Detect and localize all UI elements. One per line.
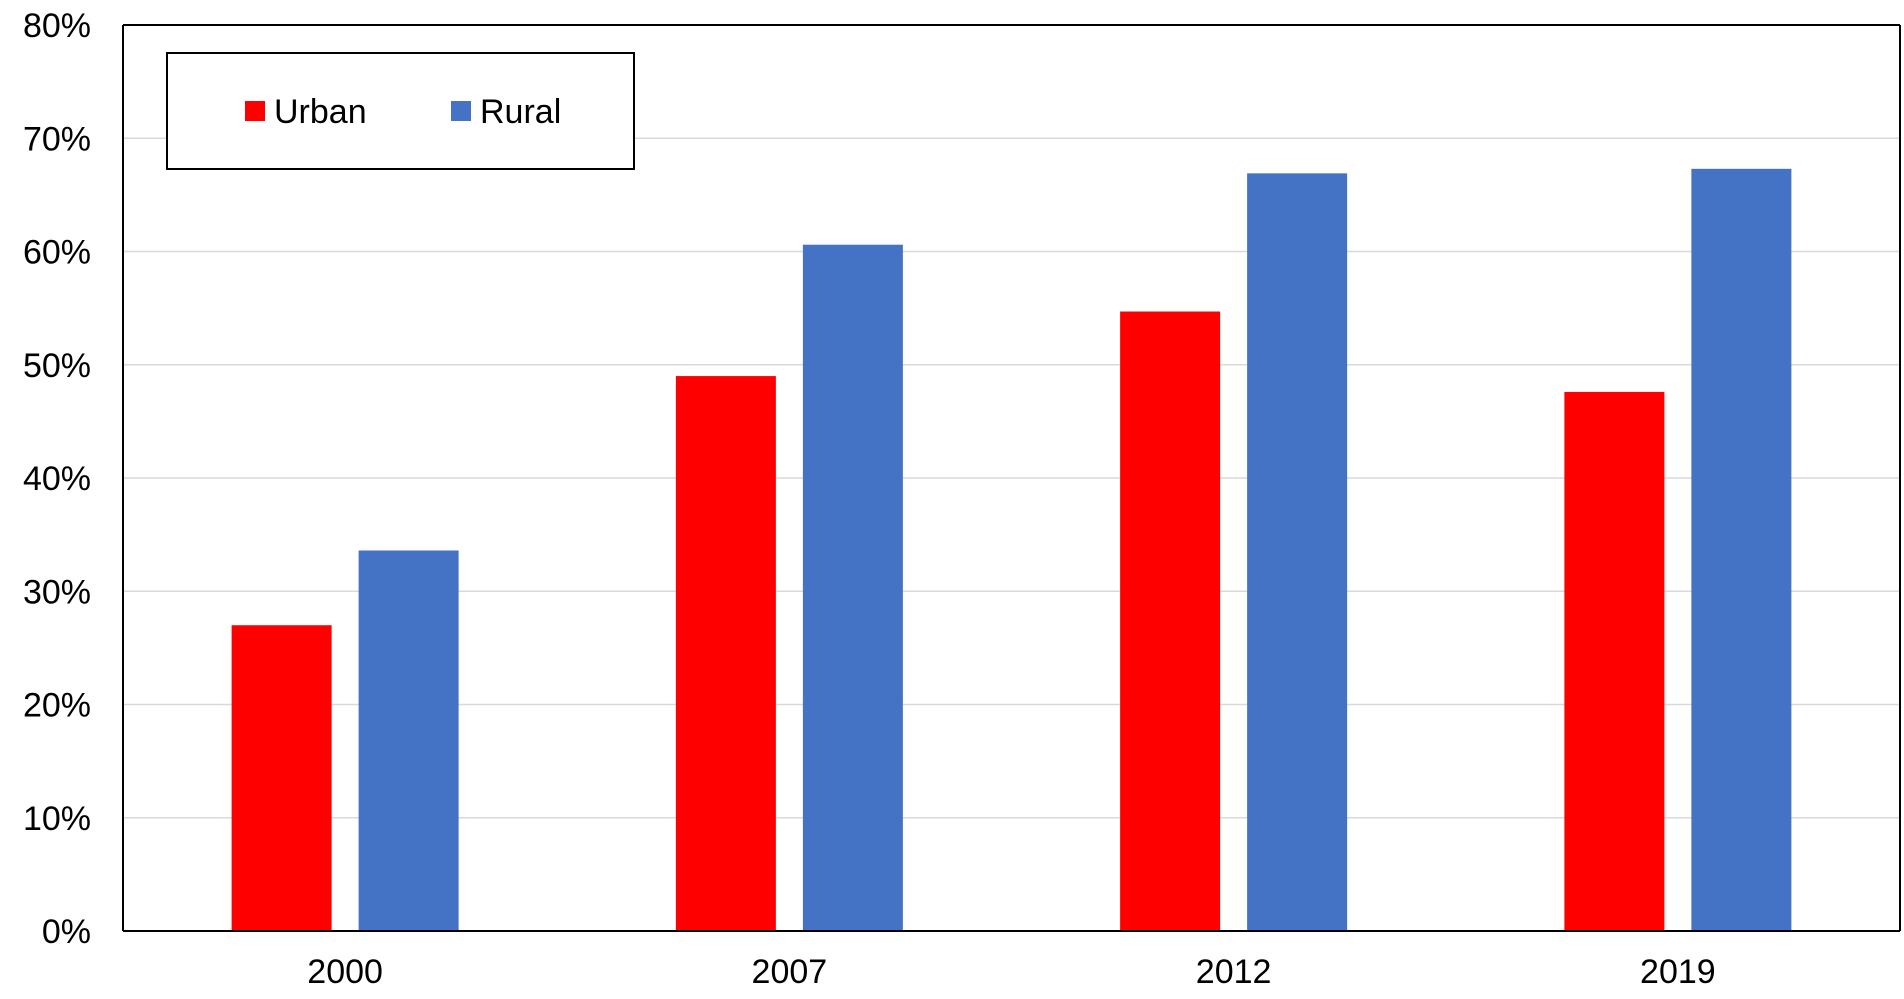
legend: Urban Rural (166, 52, 635, 170)
x-tick-labels: 2000 2007 2012 2019 (307, 953, 1715, 991)
y-tick-label: 40% (23, 460, 91, 498)
bar-urban-2019 (1564, 391, 1665, 931)
x-tick-label: 2007 (752, 953, 828, 991)
x-tick-label: 2000 (307, 953, 383, 991)
y-tick-label: 30% (23, 573, 91, 611)
y-tick-label: 0% (42, 913, 91, 951)
x-tick-label: 2019 (1640, 953, 1716, 991)
y-tick-label: 20% (23, 687, 91, 725)
bars (231, 168, 1792, 932)
bar-urban-2000 (231, 625, 332, 931)
y-tick-label: 10% (23, 800, 91, 838)
y-tick-label: 80% (23, 7, 91, 45)
axes (122, 24, 1901, 932)
bar-rural-2012 (1247, 173, 1348, 932)
y-tick-labels: 0% 10% 20% 30% 40% 50% 60% 70% 80% (23, 7, 91, 951)
legend-label-urban: Urban (274, 93, 367, 131)
bar-urban-2007 (675, 376, 776, 931)
y-tick-label: 70% (23, 120, 91, 158)
legend-swatch-urban (245, 101, 265, 121)
bar-rural-2019 (1691, 168, 1792, 931)
bar-urban-2012 (1120, 311, 1221, 932)
legend-swatch-rural (451, 101, 471, 121)
bar-rural-2007 (802, 244, 903, 931)
legend-box (166, 52, 635, 170)
legend-label-rural: Rural (480, 93, 561, 131)
bar-rural-2000 (358, 550, 459, 931)
y-tick-label: 50% (23, 347, 91, 385)
x-tick-label: 2012 (1196, 953, 1272, 991)
y-tick-label: 60% (23, 234, 91, 272)
